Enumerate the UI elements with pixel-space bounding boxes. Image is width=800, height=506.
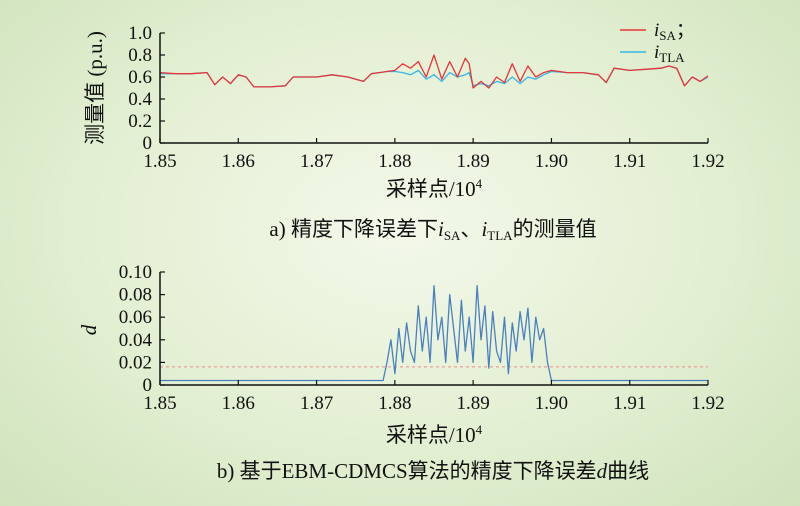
x-tick-label: 1.85 (143, 393, 176, 414)
y-tick-label: 0.04 (119, 330, 153, 351)
y-tick-label: 0.06 (119, 307, 152, 328)
x-tick-label: 1.89 (457, 151, 490, 172)
chart-a-y-ticks: 00.20.40.60.81.0 (128, 23, 165, 154)
x-tick-label: 1.87 (300, 151, 333, 172)
y-tick-label: 0.10 (119, 262, 152, 283)
y-tick-label: 0.2 (128, 111, 152, 132)
chart-b-series (160, 284, 708, 382)
y-tick-label: 1.0 (128, 23, 152, 44)
x-tick-label: 1.87 (300, 393, 333, 414)
chart-a-legend: iSA； iTLA (620, 20, 695, 65)
x-tick-label: 1.89 (457, 393, 490, 414)
x-tick-label: 1.86 (222, 393, 255, 414)
y-tick-label: 0.08 (119, 285, 152, 306)
chart-a: 1.85 1.86 1.87 1.88 1.89 1.90 1.91 1.92 00.20.4… (83, 20, 725, 243)
chart-a-series (159, 54, 709, 89)
y-tick-label: 0.4 (128, 89, 152, 110)
chart-b: 1.85 1.86 1.87 1.88 1.89 1.90 1.91 1.92 00.020.… (77, 262, 725, 483)
x-tick-label: 1.85 (143, 151, 176, 172)
y-tick-label: 0 (143, 133, 153, 154)
x-tick-label: 1.88 (378, 393, 411, 414)
chart-b-caption: b) 基于EBM-CDMCS算法的精度下降误差d曲线 (217, 459, 649, 483)
chart-b-x-label: 采样点/104 (386, 422, 483, 447)
legend-label-itla: iTLA (654, 42, 685, 65)
x-tick-label: 1.91 (613, 151, 646, 172)
x-tick-label: 1.86 (222, 151, 255, 172)
chart-a-y-label: 测量值 (p.u.) (83, 31, 107, 145)
y-tick-label: 0 (143, 375, 153, 396)
series-line-iSA (159, 54, 709, 89)
chart-a-x-label: 采样点/104 (386, 176, 483, 201)
x-tick-label: 1.88 (378, 151, 411, 172)
x-tick-label: 1.90 (535, 151, 568, 172)
chart-b-y-label: d (77, 324, 101, 335)
x-tick-label: 1.90 (535, 393, 568, 414)
y-tick-label: 0.02 (119, 352, 152, 373)
y-tick-label: 0.8 (128, 45, 152, 66)
x-tick-label: 1.92 (691, 393, 724, 414)
chart-b-y-ticks: 00.020.040.060.080.10 (119, 262, 165, 396)
x-tick-label: 1.91 (613, 393, 646, 414)
legend-label-isa: iSA； (654, 20, 695, 43)
chart-a-x-ticks: 1.85 1.86 1.87 1.88 1.89 1.90 1.91 1.92 (143, 138, 725, 172)
chart-b-x-ticks: 1.85 1.86 1.87 1.88 1.89 1.90 1.91 1.92 (143, 380, 725, 414)
y-tick-label: 0.6 (128, 67, 152, 88)
x-tick-label: 1.92 (691, 151, 724, 172)
series-line-d (160, 284, 708, 382)
chart-a-caption: a) 精度下降误差下iSA、iTLA的测量值 (269, 217, 596, 243)
